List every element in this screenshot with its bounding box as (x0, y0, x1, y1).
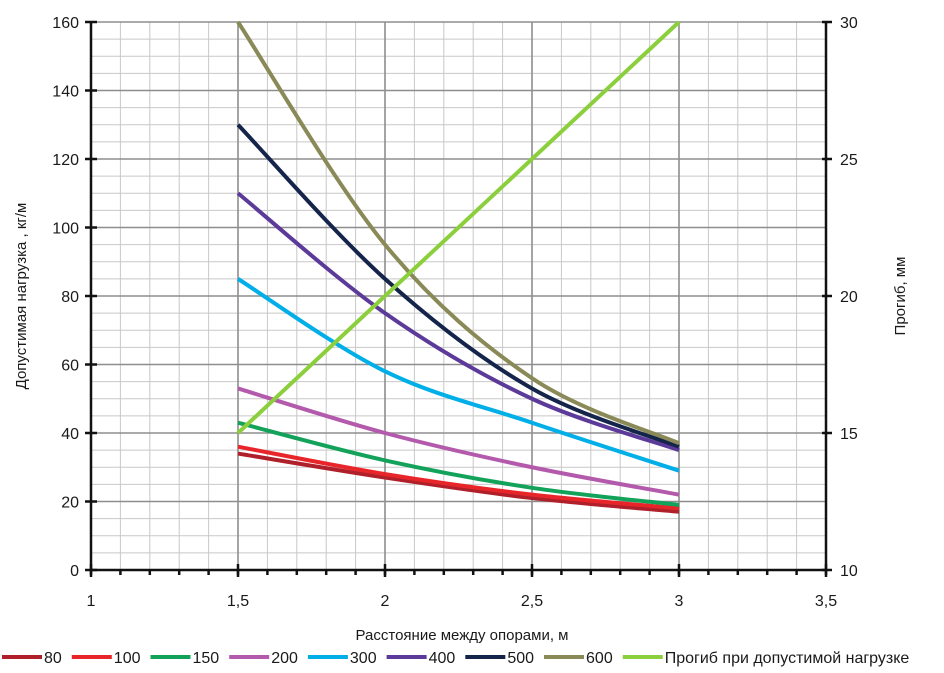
legend-label-2: 150 (193, 650, 220, 667)
x-tick-label: 1 (87, 593, 96, 610)
y-tick-label: 100 (52, 221, 79, 238)
y-tick-label: 120 (52, 152, 79, 169)
series-line-5 (236, 191, 680, 453)
y-tick-label: 40 (61, 426, 79, 443)
legend-label-4: 300 (350, 650, 377, 667)
x-tick-label: 1,5 (227, 593, 249, 610)
series-line-1 (237, 444, 680, 511)
legend-label-8: Прогиб при допустимой нагрузке (665, 650, 910, 667)
x-tick-label: 3 (675, 593, 684, 610)
series-line-0 (237, 451, 680, 514)
y2-axis-title: Прогиб, мм (892, 257, 909, 336)
y-axis-title: Допустимая нагрузка , кг/м (13, 203, 30, 390)
y2-tick-label: 15 (840, 426, 858, 443)
series-line-6 (236, 123, 680, 449)
y-tick-label: 80 (61, 289, 79, 306)
series-line-2 (237, 420, 680, 507)
y2-tick-label: 20 (840, 289, 858, 306)
axes (85, 20, 832, 577)
series-line-4 (236, 277, 680, 473)
tick-labels: 1 1,5 2 2,5 3 3,5 0 20 40 60 80 100 120 140 160 10 15 20 2… (52, 15, 858, 610)
y-tick-label: 160 (52, 15, 79, 32)
y-tick-label: 0 (70, 563, 79, 580)
legend-label-7: 600 (586, 650, 613, 667)
x-tick-label: 2,5 (521, 593, 543, 610)
legend-label-5: 400 (429, 650, 456, 667)
series-line-7 (236, 20, 680, 446)
series-line-8 (236, 20, 681, 435)
y2-tick-label: 10 (840, 563, 858, 580)
y2-tick-label: 30 (840, 15, 858, 32)
y-tick-label: 140 (52, 84, 79, 101)
major-grid (91, 21, 826, 570)
y-tick-label: 20 (61, 495, 79, 512)
x-tick-label: 2 (381, 593, 390, 610)
legend-label-1: 100 (114, 650, 141, 667)
y-tick-label: 60 (61, 358, 79, 375)
y2-tick-label: 25 (840, 152, 858, 169)
legend-label-0: 80 (44, 650, 62, 667)
series-lines (236, 20, 681, 514)
x-tick-label: 3,5 (815, 593, 837, 610)
legend-label-3: 200 (271, 650, 298, 667)
legend: 80 100 150 200 300 400 500 600 Прогиб при допуст… (2, 650, 909, 667)
series-line-3 (237, 386, 680, 497)
x-axis-title: Расстояние между опорами, м (356, 627, 569, 644)
legend-label-6: 500 (507, 650, 534, 667)
